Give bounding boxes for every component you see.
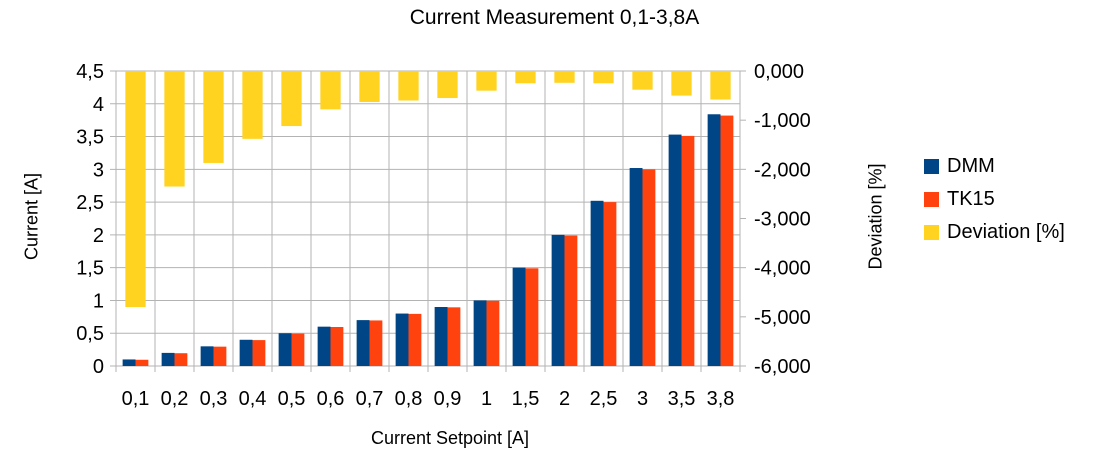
bar-dmm bbox=[707, 114, 721, 367]
bar-tk15 bbox=[720, 115, 734, 366]
bar-deviation bbox=[554, 71, 575, 83]
y-tick-label: 1,5 bbox=[76, 258, 104, 280]
y-tick-label: 0,5 bbox=[76, 323, 104, 345]
y2-tick-label: -2,000 bbox=[754, 159, 811, 181]
bar-deviation bbox=[164, 71, 185, 187]
x-tick-label: 0,9 bbox=[434, 388, 462, 410]
bar-tk15 bbox=[525, 268, 539, 366]
legend: DMM TK15 Deviation [%] bbox=[924, 150, 1065, 249]
bar-dmm bbox=[512, 267, 526, 366]
bar-tk15 bbox=[447, 307, 461, 366]
x-tick-label: 3 bbox=[637, 388, 648, 410]
bar-dmm bbox=[473, 300, 487, 366]
bar-tk15 bbox=[369, 320, 383, 366]
bar-tk15 bbox=[603, 202, 617, 366]
bar-deviation bbox=[359, 71, 380, 102]
y2-tick-label: -5,000 bbox=[754, 307, 811, 329]
y2-tick-label: -6,000 bbox=[754, 356, 811, 378]
bar-dmm bbox=[356, 320, 370, 366]
bar-tk15 bbox=[135, 359, 149, 366]
y-tick-label: 4 bbox=[93, 94, 104, 116]
y-tick-label: 2,5 bbox=[76, 192, 104, 214]
x-tick-label: 0,5 bbox=[278, 388, 306, 410]
y-tick-label: 4,5 bbox=[76, 61, 104, 83]
bar-dmm bbox=[317, 326, 331, 366]
y-tick-label: 3,5 bbox=[76, 127, 104, 149]
x-tick-label: 0,6 bbox=[317, 388, 345, 410]
bar-deviation bbox=[125, 71, 146, 307]
bar-dmm bbox=[629, 168, 643, 366]
bar-deviation bbox=[398, 71, 419, 101]
bar-deviation bbox=[710, 71, 731, 100]
legend-label-tk15: TK15 bbox=[947, 188, 995, 210]
legend-swatch-deviation bbox=[924, 225, 939, 240]
y-tick-label: 1 bbox=[93, 290, 104, 312]
bar-dmm bbox=[200, 346, 214, 366]
y2-tick-label: -3,000 bbox=[754, 209, 811, 231]
legend-swatch-dmm bbox=[924, 159, 939, 174]
x-tick-label: 2,5 bbox=[590, 388, 618, 410]
bar-deviation bbox=[632, 71, 653, 90]
legend-item-deviation: Deviation [%] bbox=[924, 216, 1065, 249]
bar-deviation bbox=[281, 71, 302, 127]
bar-dmm bbox=[590, 200, 604, 366]
y2-tick-label: 0,000 bbox=[754, 61, 804, 83]
x-tick-label: 0,7 bbox=[356, 388, 384, 410]
y2-axis-label: Deviation [%] bbox=[865, 163, 886, 270]
legend-swatch-tk15 bbox=[924, 192, 939, 207]
bar-tk15 bbox=[330, 326, 344, 366]
x-tick-label: 3,5 bbox=[668, 388, 696, 410]
legend-item-dmm: DMM bbox=[924, 150, 1065, 183]
bar-dmm bbox=[239, 339, 253, 366]
bar-tk15 bbox=[174, 353, 188, 366]
bar-tk15 bbox=[486, 300, 500, 366]
y2-tick-label: -4,000 bbox=[754, 258, 811, 280]
bar-deviation bbox=[320, 71, 341, 110]
bar-tk15 bbox=[291, 333, 305, 366]
bar-tk15 bbox=[213, 346, 227, 366]
bar-tk15 bbox=[642, 169, 656, 366]
x-tick-label: 1 bbox=[481, 388, 492, 410]
bar-deviation bbox=[242, 71, 263, 139]
bar-dmm bbox=[551, 234, 565, 366]
legend-label-deviation: Deviation [%] bbox=[947, 221, 1065, 243]
bar-dmm bbox=[434, 307, 448, 366]
x-tick-label: 0,4 bbox=[239, 388, 267, 410]
x-tick-label: 2 bbox=[559, 388, 570, 410]
bar-tk15 bbox=[681, 135, 695, 366]
bar-deviation bbox=[515, 71, 536, 84]
chart-title: Current Measurement 0,1-3,8A bbox=[409, 6, 700, 29]
bar-dmm bbox=[161, 352, 175, 366]
bar-tk15 bbox=[408, 313, 422, 366]
legend-label-dmm: DMM bbox=[947, 155, 995, 177]
bar-tk15 bbox=[564, 235, 578, 366]
y-axis-label: Current [A] bbox=[21, 172, 42, 261]
bar-tk15 bbox=[252, 340, 266, 366]
bar-deviation bbox=[437, 71, 458, 99]
bar-deviation bbox=[593, 71, 614, 84]
legend-item-tk15: TK15 bbox=[924, 183, 1065, 216]
x-axis-label: Current Setpoint [A] bbox=[370, 428, 530, 448]
x-tick-label: 3,8 bbox=[707, 388, 735, 410]
x-tick-label: 0,1 bbox=[122, 388, 150, 410]
x-tick-label: 0,3 bbox=[200, 388, 228, 410]
bar-deviation bbox=[476, 71, 497, 91]
bar-deviation bbox=[671, 71, 692, 96]
y-tick-label: 3 bbox=[93, 159, 104, 181]
y-tick-label: 0 bbox=[93, 356, 104, 378]
bar-dmm bbox=[278, 333, 292, 366]
y-tick-label: 2 bbox=[93, 225, 104, 247]
x-tick-label: 1,5 bbox=[512, 388, 540, 410]
bar-dmm bbox=[122, 359, 136, 366]
bar-dmm bbox=[395, 313, 409, 366]
x-tick-label: 0,8 bbox=[395, 388, 423, 410]
y2-tick-label: -1,000 bbox=[754, 110, 811, 132]
bar-deviation bbox=[203, 71, 224, 163]
x-tick-label: 0,2 bbox=[161, 388, 189, 410]
bar-dmm bbox=[668, 134, 682, 366]
